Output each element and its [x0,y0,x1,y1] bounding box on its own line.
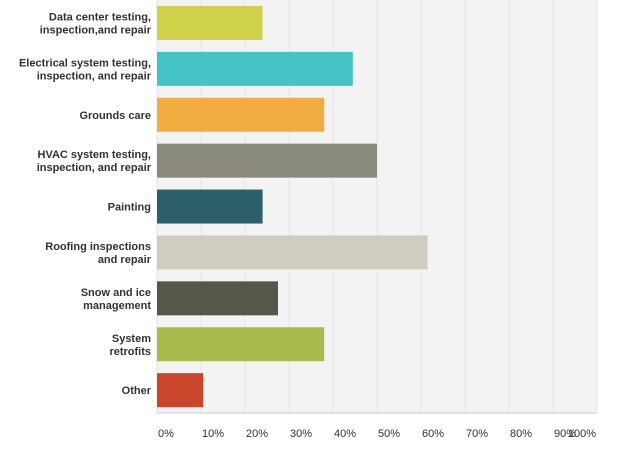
category-label: Other [122,385,152,397]
category-label: Electrical system testing, inspection, an… [19,57,152,82]
category-label: Snow and ice management [81,287,152,312]
category-label: System retrofits [109,333,151,358]
x-tick-label: 80% [510,428,532,440]
category-label: HVAC system testing, inspection, and repa… [37,149,152,174]
x-tick-label: 20% [246,428,268,440]
x-tick-label: 70% [466,428,488,440]
category-label: Painting [108,202,151,214]
bar [157,281,278,316]
x-tick-label: 30% [290,428,312,440]
x-tick-label: 40% [334,428,356,440]
x-tick-label: 100% [568,428,596,440]
x-tick-label: 10% [202,428,224,440]
bar [157,327,325,362]
bar [157,373,204,408]
bar [157,51,353,86]
category-label: Grounds care [79,110,151,122]
x-tick-label: 0% [158,428,174,440]
category-label: Data center testing, inspection,and repai… [40,11,152,36]
bar [157,235,428,270]
bar [157,143,377,178]
x-tick-label: 50% [378,428,400,440]
x-tick-label: 90% [554,428,576,440]
bar [157,97,325,132]
category-label: Roofing inspections and repair [45,241,151,266]
bar [157,189,263,224]
category-labels: Data center testing, inspection,and repai… [19,11,152,397]
bar [157,5,263,40]
x-tick-labels: 0% 10% 20% 30% 40% 50% 60% 70% 80% 90%100% [158,428,596,440]
bars [157,5,428,408]
x-tick-label: 60% [422,428,444,440]
